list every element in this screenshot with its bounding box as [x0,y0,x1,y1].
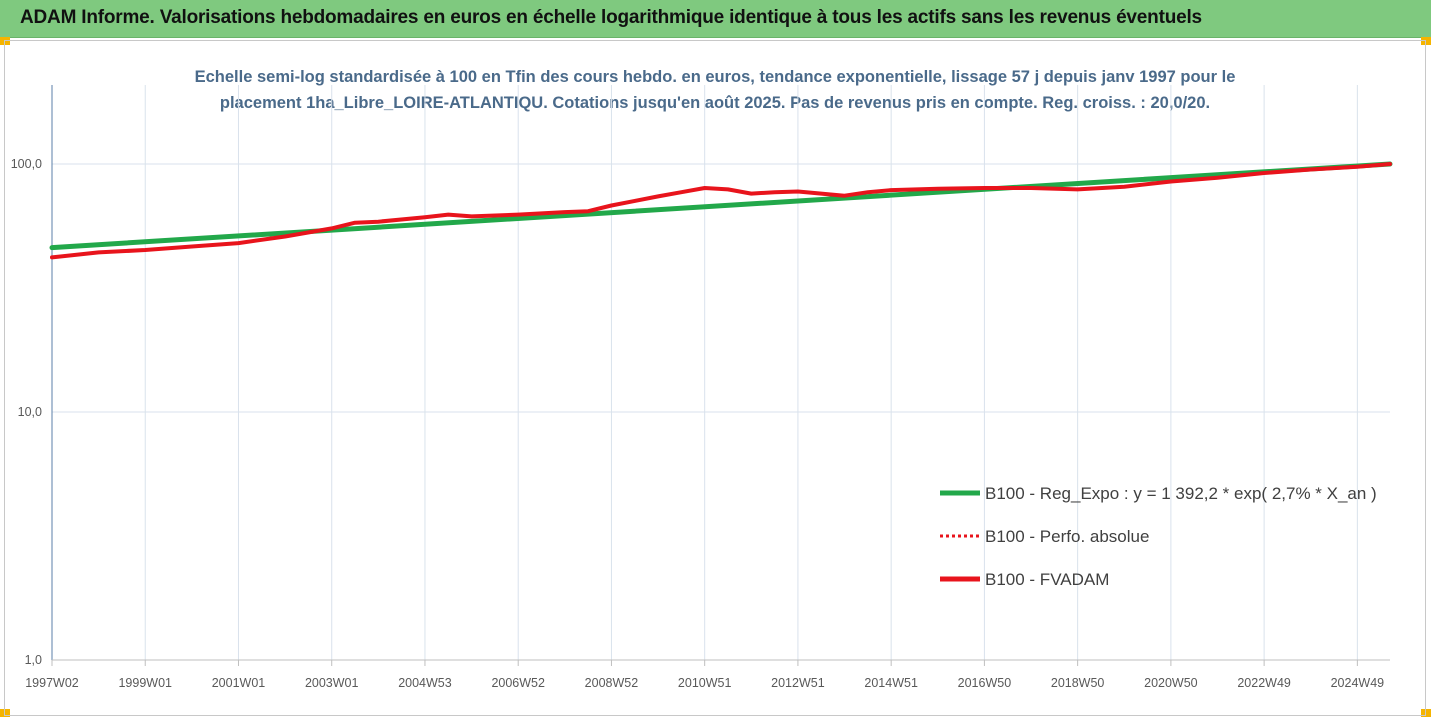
header-bar: ADAM Informe. Valorisations hebdomadaire… [0,0,1431,38]
x-tick-label: 2010W51 [678,676,732,690]
series-line [49,161,1393,251]
x-tick-label: 2024W49 [1331,676,1385,690]
chart-title: Echelle semi-log standardisée à 100 en T… [150,64,1280,116]
x-tick-label: 1999W01 [118,676,172,690]
y-tick-label: 10,0 [18,405,42,419]
chart-frame [4,40,1426,716]
corner-marker [1421,709,1431,717]
corner-marker [0,37,10,45]
chart-title-line: placement 1ha_Libre_LOIRE-ATLANTIQU. Cot… [219,94,1211,112]
corner-marker [1421,37,1431,45]
x-tick-label: 2004W53 [398,676,452,690]
y-tick-label: 1,0 [25,653,42,667]
x-tick-label: 2022W49 [1237,676,1291,690]
x-tick-label: 2016W50 [958,676,1012,690]
legend-label: B100 - Reg_Expo : y = 1 392,2 * exp( 2,7… [985,484,1377,503]
corner-marker [0,709,10,717]
y-tick-label: 100,0 [11,157,42,171]
x-tick-label: 2008W52 [585,676,639,690]
chart-title-line: Echelle semi-log standardisée à 100 en T… [194,68,1236,86]
x-tick-label: 2014W51 [864,676,918,690]
header-title: ADAM Informe. Valorisations hebdomadaire… [20,7,1202,28]
series-line [50,162,1392,260]
legend-label: B100 - Perfo. absolue [985,527,1149,546]
x-tick-label: 2018W50 [1051,676,1105,690]
x-tick-label: 2006W52 [491,676,545,690]
x-tick-label: 2012W51 [771,676,825,690]
legend-label: B100 - FVADAM [985,570,1109,589]
x-tick-label: 1997W02 [25,676,79,690]
x-tick-label: 2020W50 [1144,676,1198,690]
x-tick-label: 2003W01 [305,676,359,690]
x-tick-label: 2001W01 [212,676,266,690]
